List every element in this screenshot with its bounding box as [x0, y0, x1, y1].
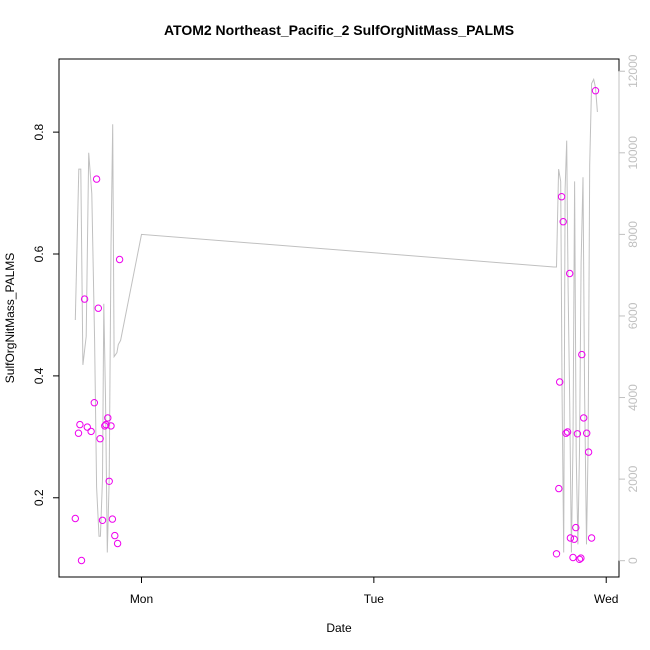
data-point	[104, 414, 112, 422]
y2-tick-label: 4000	[626, 384, 640, 411]
data-point	[577, 554, 585, 562]
data-point	[575, 555, 584, 563]
data-point	[92, 175, 101, 183]
data-point	[87, 427, 95, 436]
secondary-line	[74, 77, 598, 553]
y2-tick-label: 2000	[626, 465, 640, 492]
x-axis: Mon Tue Wed	[130, 576, 618, 606]
data-point	[563, 428, 572, 436]
y-tick-label: 0.6	[32, 245, 46, 262]
data-point	[102, 420, 110, 429]
data-point	[71, 514, 80, 523]
x-tick-label: Mon	[130, 592, 153, 606]
data-point	[556, 378, 564, 386]
data-point	[566, 269, 574, 278]
data-point	[584, 448, 593, 456]
data-point	[583, 429, 591, 437]
y2-tick-label: 6000	[626, 302, 640, 329]
data-point	[115, 255, 124, 264]
data-point	[572, 523, 580, 532]
y-axis-label: SulfOrgNitMass_PALMS	[3, 253, 17, 383]
y2-tick-label: 0	[626, 557, 640, 564]
y2-tick-label: 8000	[626, 221, 640, 248]
data-point	[569, 553, 577, 562]
chart-title: ATOM2 Northeast_Pacific_2 SulfOrgNitMass…	[164, 22, 514, 38]
y2-tick-label: 12000	[626, 54, 640, 88]
data-point	[562, 429, 570, 437]
y-axis-right: 0 2000 4000 6000 8000 10000 12000	[618, 54, 640, 564]
data-point	[108, 515, 117, 523]
plot-frame	[58, 58, 620, 578]
data-point	[74, 429, 83, 437]
scatter-points	[71, 87, 600, 565]
x-tick-label: Tue	[364, 592, 385, 606]
data-point	[559, 218, 567, 226]
y-axis-left: 0.2 0.4 0.6 0.8	[32, 123, 60, 506]
data-point	[98, 516, 107, 524]
data-point	[76, 420, 84, 429]
data-point	[557, 193, 566, 201]
data-point	[555, 484, 563, 493]
data-point	[570, 535, 578, 543]
data-point	[83, 423, 92, 431]
data-point	[580, 414, 588, 422]
data-point	[77, 556, 86, 565]
data-point	[578, 350, 586, 359]
data-point	[111, 531, 119, 540]
x-axis-label: Date	[326, 621, 352, 635]
data-point	[94, 304, 103, 312]
data-point	[105, 477, 113, 485]
y-tick-label: 0.2	[32, 489, 46, 506]
data-point	[552, 550, 561, 558]
y2-tick-label: 10000	[626, 136, 640, 170]
data-point	[573, 430, 582, 438]
data-point	[96, 435, 104, 443]
data-point	[90, 399, 99, 407]
data-point	[113, 539, 122, 548]
y-tick-label: 0.4	[32, 367, 46, 384]
data-point	[107, 422, 115, 430]
data-point	[566, 534, 575, 542]
data-point	[587, 534, 596, 542]
y-tick-label: 0.8	[32, 123, 46, 140]
x-tick-label: Wed	[594, 592, 618, 606]
data-point	[591, 87, 600, 95]
secondary-series	[74, 77, 598, 553]
data-point	[80, 295, 89, 303]
